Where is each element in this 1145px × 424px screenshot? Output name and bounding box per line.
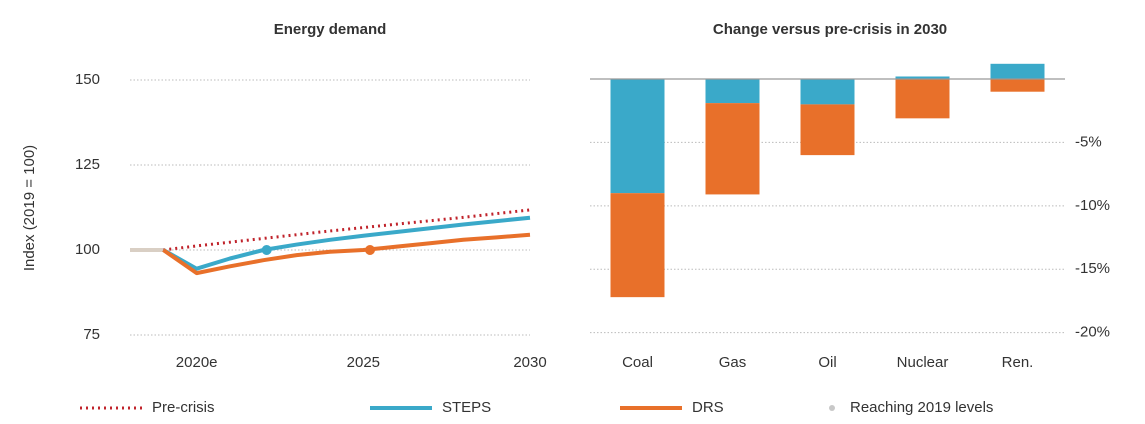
bar [990,79,1045,92]
chart-title: Energy demand [274,21,387,38]
line-series [162,215,531,271]
x-tick-label: 2020e [176,354,218,371]
marker [261,245,272,255]
y-tick-label: -15% [1075,260,1110,277]
x-tick-label: Ren. [1002,354,1034,371]
bar [705,103,760,195]
x-tick-label: 2030 [513,354,546,371]
chart-title: Change versus pre-crisis in 2030 [713,21,947,38]
x-tick-label: Nuclear [897,354,949,371]
x-tick-label: Coal [622,354,653,371]
legend-label: DRS [692,399,724,416]
line-series [163,208,531,252]
bar [705,79,760,104]
y-tick-label: -20% [1075,324,1110,341]
y-tick-label: 125 [75,156,100,173]
bar [990,63,1045,80]
bar [800,104,855,156]
bar [895,79,950,119]
y-tick-label: 100 [75,241,100,258]
y-tick-label: -5% [1075,133,1102,150]
x-tick-label: Oil [818,354,836,371]
x-tick-label: Gas [719,354,747,371]
marker [365,245,375,255]
legend-swatch [829,405,835,411]
y-tick-label: 75 [83,326,100,343]
legend-label: Pre-crisis [152,399,215,416]
y-tick-label: -10% [1075,197,1110,214]
x-tick-label: 2025 [347,354,380,371]
line-series [162,232,531,276]
bar [800,79,855,105]
bar [610,79,665,194]
bar [610,193,665,298]
y-tick-label: 150 [75,71,100,88]
bar [895,76,950,80]
y-axis-label: Index (2019 = 100) [21,145,38,271]
legend-label: Reaching 2019 levels [850,399,993,416]
legend-label: STEPS [442,399,491,416]
